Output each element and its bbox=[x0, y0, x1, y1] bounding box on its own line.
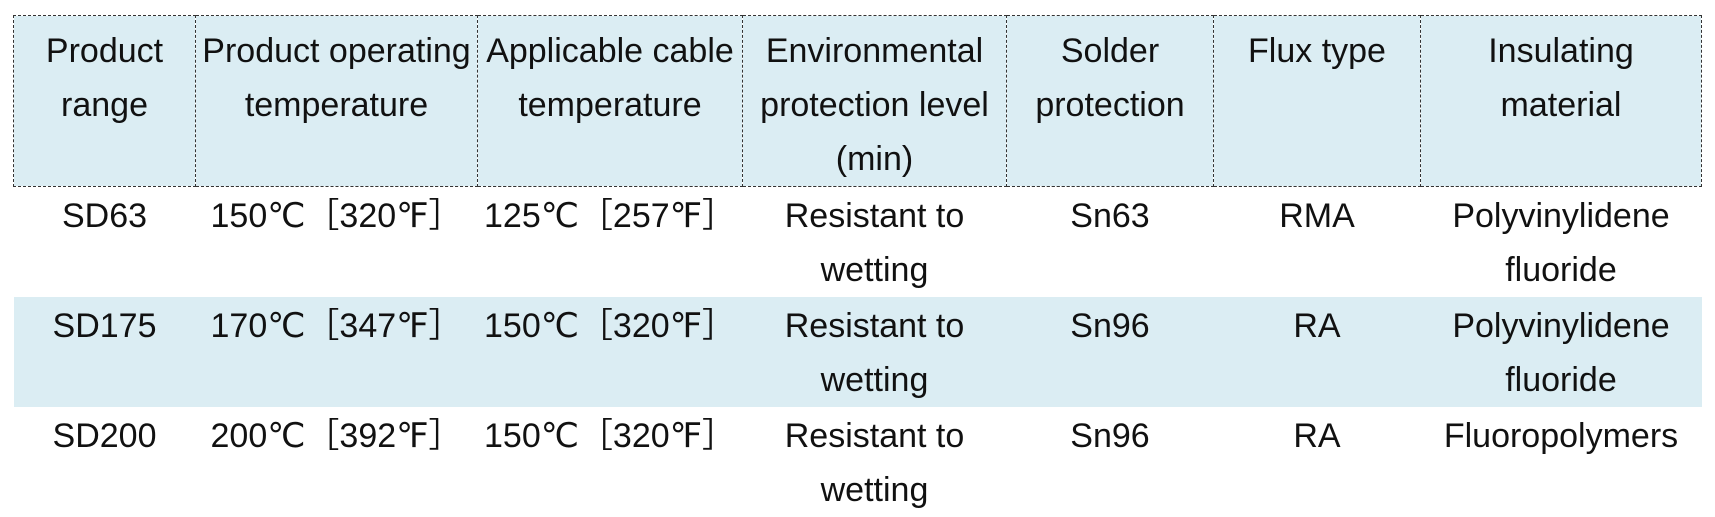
table-row: SD63 150℃［320℉］ 125℃［257℉］ Resistant to … bbox=[14, 187, 1702, 298]
header-solder-protection: Solder protection bbox=[1007, 16, 1214, 187]
header-product-range: Product range bbox=[14, 16, 196, 187]
cell-product-range: SD175 bbox=[14, 297, 196, 407]
header-flux-type: Flux type bbox=[1214, 16, 1421, 187]
cell-flux-type: RA bbox=[1214, 297, 1421, 407]
cell-solder-protection: Sn96 bbox=[1007, 297, 1214, 407]
header-insulating-material: Insulating material bbox=[1421, 16, 1702, 187]
header-row: Product range Product operating temperat… bbox=[14, 16, 1702, 187]
cell-insulating-material: Fluoropolymers bbox=[1421, 407, 1702, 517]
cell-cable-temperature: 150℃［320℉］ bbox=[478, 297, 743, 407]
cell-protection-level: Resistant to wetting bbox=[743, 407, 1007, 517]
cell-operating-temperature: 170℃［347℉］ bbox=[196, 297, 478, 407]
cell-product-range: SD63 bbox=[14, 187, 196, 298]
cell-cable-temperature: 125℃［257℉］ bbox=[478, 187, 743, 298]
cell-product-range: SD200 bbox=[14, 407, 196, 517]
cell-insulating-material: Polyvinylidene fluoride bbox=[1421, 297, 1702, 407]
cell-protection-level: Resistant to wetting bbox=[743, 187, 1007, 298]
product-spec-table: Product range Product operating temperat… bbox=[13, 15, 1702, 517]
cell-solder-protection: Sn63 bbox=[1007, 187, 1214, 298]
cell-protection-level: Resistant to wetting bbox=[743, 297, 1007, 407]
cell-flux-type: RA bbox=[1214, 407, 1421, 517]
cell-operating-temperature: 200℃［392℉］ bbox=[196, 407, 478, 517]
cell-flux-type: RMA bbox=[1214, 187, 1421, 298]
cell-solder-protection: Sn96 bbox=[1007, 407, 1214, 517]
header-cable-temperature: Applicable cable temperature bbox=[478, 16, 743, 187]
cell-cable-temperature: 150℃［320℉］ bbox=[478, 407, 743, 517]
header-operating-temperature: Product operating temperature bbox=[196, 16, 478, 187]
table-row: SD175 170℃［347℉］ 150℃［320℉］ Resistant to… bbox=[14, 297, 1702, 407]
table-header: Product range Product operating temperat… bbox=[14, 16, 1702, 187]
cell-insulating-material: Polyvinylidene fluoride bbox=[1421, 187, 1702, 298]
cell-operating-temperature: 150℃［320℉］ bbox=[196, 187, 478, 298]
header-protection-level: Environmental protection level (min) bbox=[743, 16, 1007, 187]
table-body: SD63 150℃［320℉］ 125℃［257℉］ Resistant to … bbox=[14, 187, 1702, 517]
table-row: SD200 200℃［392℉］ 150℃［320℉］ Resistant to… bbox=[14, 407, 1702, 517]
